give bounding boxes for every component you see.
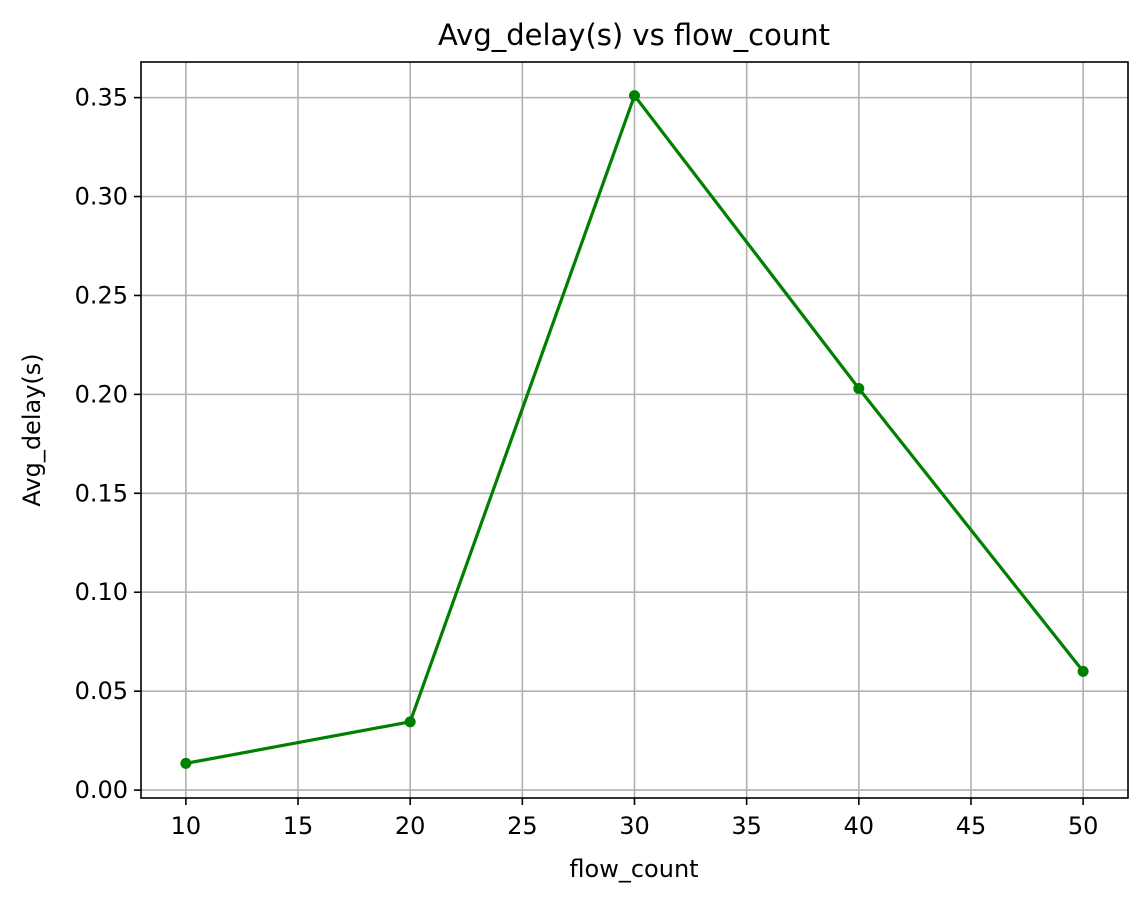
y-tick-label: 0.10 [75,578,128,606]
data-point [629,90,640,102]
data-point [180,757,192,769]
data-point [404,716,416,728]
chart-title: Avg_delay(s) vs flow_count [438,18,830,52]
x-tick-label: 15 [283,812,314,840]
x-tick-label: 40 [844,812,875,840]
data-point [853,382,865,394]
y-axis: 0.00 0.05 0.10 0.15 0.20 0.25 0.30 0.35 [75,84,141,804]
x-axis: 10 15 20 25 30 35 40 45 50 [171,798,1099,840]
x-tick-label: 10 [171,812,202,840]
series-layer [180,90,1089,769]
y-tick-label: 0.15 [75,479,128,507]
x-axis-label: flow_count [569,855,698,883]
y-axis-label: Avg_delay(s) [18,353,46,506]
y-tick-label: 0.00 [75,776,128,804]
x-tick-label: 20 [395,812,426,840]
x-tick-label: 35 [731,812,762,840]
x-tick-label: 50 [1068,812,1099,840]
y-tick-label: 0.35 [75,84,128,112]
grid [141,62,1128,798]
data-point [1077,665,1089,677]
x-tick-label: 30 [619,812,650,840]
y-tick-label: 0.30 [75,183,128,211]
y-tick-label: 0.20 [75,380,128,408]
x-tick-label: 25 [507,812,538,840]
y-tick-label: 0.25 [75,281,128,309]
x-tick-label: 45 [956,812,987,840]
y-tick-label: 0.05 [75,677,128,705]
